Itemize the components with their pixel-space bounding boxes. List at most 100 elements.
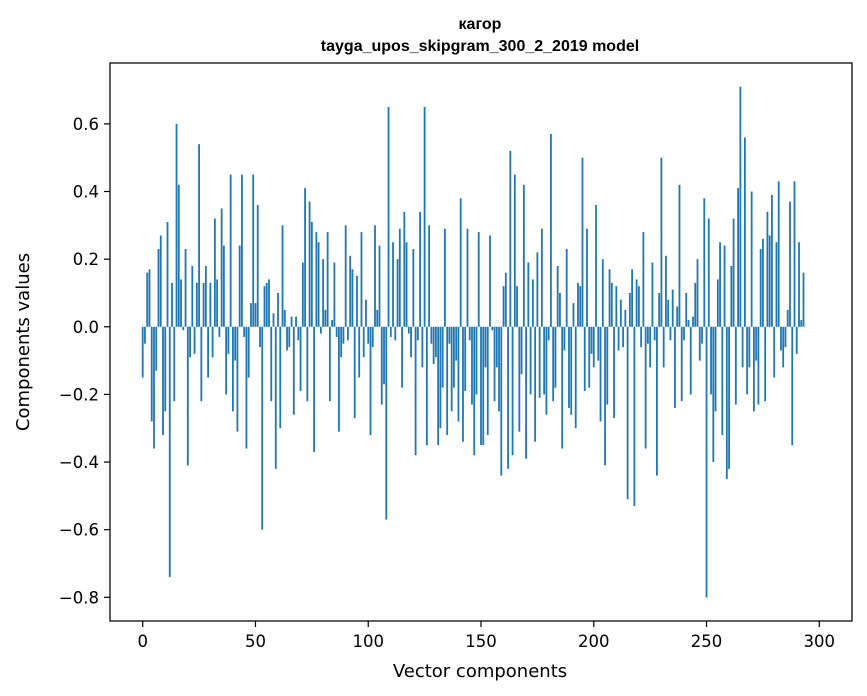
bar bbox=[286, 326, 288, 351]
bar bbox=[141, 326, 144, 378]
bar bbox=[701, 326, 703, 344]
bar bbox=[159, 235, 162, 327]
bar bbox=[243, 326, 246, 337]
bar bbox=[252, 174, 255, 327]
bar bbox=[768, 235, 771, 327]
bar bbox=[254, 303, 257, 327]
bar bbox=[491, 326, 494, 331]
bar bbox=[595, 205, 597, 327]
bar bbox=[786, 309, 789, 327]
bar bbox=[734, 326, 737, 405]
bar bbox=[446, 326, 449, 435]
bar bbox=[247, 326, 250, 378]
bar bbox=[340, 326, 343, 358]
bar bbox=[444, 228, 446, 327]
bar bbox=[676, 306, 679, 327]
bar bbox=[782, 326, 785, 368]
bar bbox=[723, 245, 726, 327]
bar bbox=[387, 106, 390, 327]
y-tick-label: −0.2 bbox=[59, 385, 99, 404]
bar bbox=[193, 326, 196, 354]
bar bbox=[536, 252, 539, 327]
bar bbox=[489, 235, 491, 327]
bar bbox=[344, 225, 347, 327]
bar bbox=[635, 279, 638, 327]
bar bbox=[232, 326, 234, 412]
bar bbox=[380, 326, 383, 405]
bar bbox=[597, 326, 600, 361]
bar bbox=[716, 279, 719, 327]
bar bbox=[482, 326, 485, 446]
bar bbox=[277, 292, 279, 327]
bar bbox=[678, 184, 681, 327]
bar bbox=[238, 245, 241, 327]
bar bbox=[441, 326, 444, 388]
x-tick-label: 250 bbox=[691, 632, 723, 651]
bar bbox=[610, 282, 613, 327]
bar bbox=[653, 326, 656, 341]
bar bbox=[568, 326, 570, 408]
bar bbox=[245, 326, 248, 449]
bar bbox=[466, 228, 469, 327]
bar bbox=[545, 326, 548, 415]
bar bbox=[369, 326, 372, 435]
bar bbox=[171, 282, 173, 327]
bar bbox=[468, 326, 471, 341]
y-tick-label: 0.2 bbox=[73, 250, 99, 269]
bar bbox=[522, 184, 525, 327]
bar bbox=[762, 238, 764, 327]
bar bbox=[674, 326, 676, 408]
bar bbox=[189, 326, 191, 358]
bar bbox=[552, 326, 555, 402]
bar bbox=[495, 326, 498, 368]
bar bbox=[310, 221, 313, 327]
bar bbox=[640, 326, 643, 348]
bar bbox=[250, 303, 252, 327]
bar bbox=[396, 259, 399, 327]
bar bbox=[651, 262, 654, 327]
bar bbox=[430, 326, 433, 344]
bar bbox=[407, 326, 410, 334]
bar bbox=[455, 326, 458, 361]
bar bbox=[613, 326, 615, 419]
bar bbox=[671, 289, 674, 327]
x-tick-label: 200 bbox=[578, 632, 610, 651]
bar bbox=[660, 157, 663, 327]
bar bbox=[186, 326, 189, 466]
bar bbox=[464, 326, 467, 392]
bar bbox=[211, 326, 214, 358]
bar bbox=[484, 326, 487, 368]
bar bbox=[453, 326, 455, 388]
bar bbox=[789, 201, 791, 327]
bar bbox=[425, 326, 428, 446]
bar bbox=[586, 228, 588, 327]
bar bbox=[631, 269, 633, 327]
bar bbox=[606, 326, 609, 405]
bar bbox=[550, 134, 552, 327]
bar bbox=[732, 218, 735, 327]
bar bbox=[579, 286, 582, 327]
bar bbox=[780, 326, 782, 351]
bar bbox=[416, 326, 419, 341]
bar bbox=[259, 326, 261, 348]
bar bbox=[213, 218, 216, 327]
bar bbox=[737, 188, 739, 327]
bar bbox=[752, 326, 755, 412]
bar bbox=[757, 326, 760, 405]
bar bbox=[793, 181, 796, 327]
bar bbox=[547, 326, 550, 341]
bar bbox=[295, 316, 297, 327]
bar bbox=[268, 279, 270, 327]
bar bbox=[216, 279, 219, 327]
bar bbox=[403, 211, 406, 327]
bar bbox=[646, 326, 649, 344]
bar bbox=[561, 326, 564, 449]
bar bbox=[392, 242, 394, 327]
bar bbox=[500, 326, 503, 476]
bar bbox=[637, 286, 640, 327]
bar bbox=[764, 326, 767, 402]
bar bbox=[486, 326, 489, 435]
bar bbox=[556, 265, 559, 327]
bar bbox=[333, 262, 336, 327]
bar bbox=[398, 228, 401, 327]
